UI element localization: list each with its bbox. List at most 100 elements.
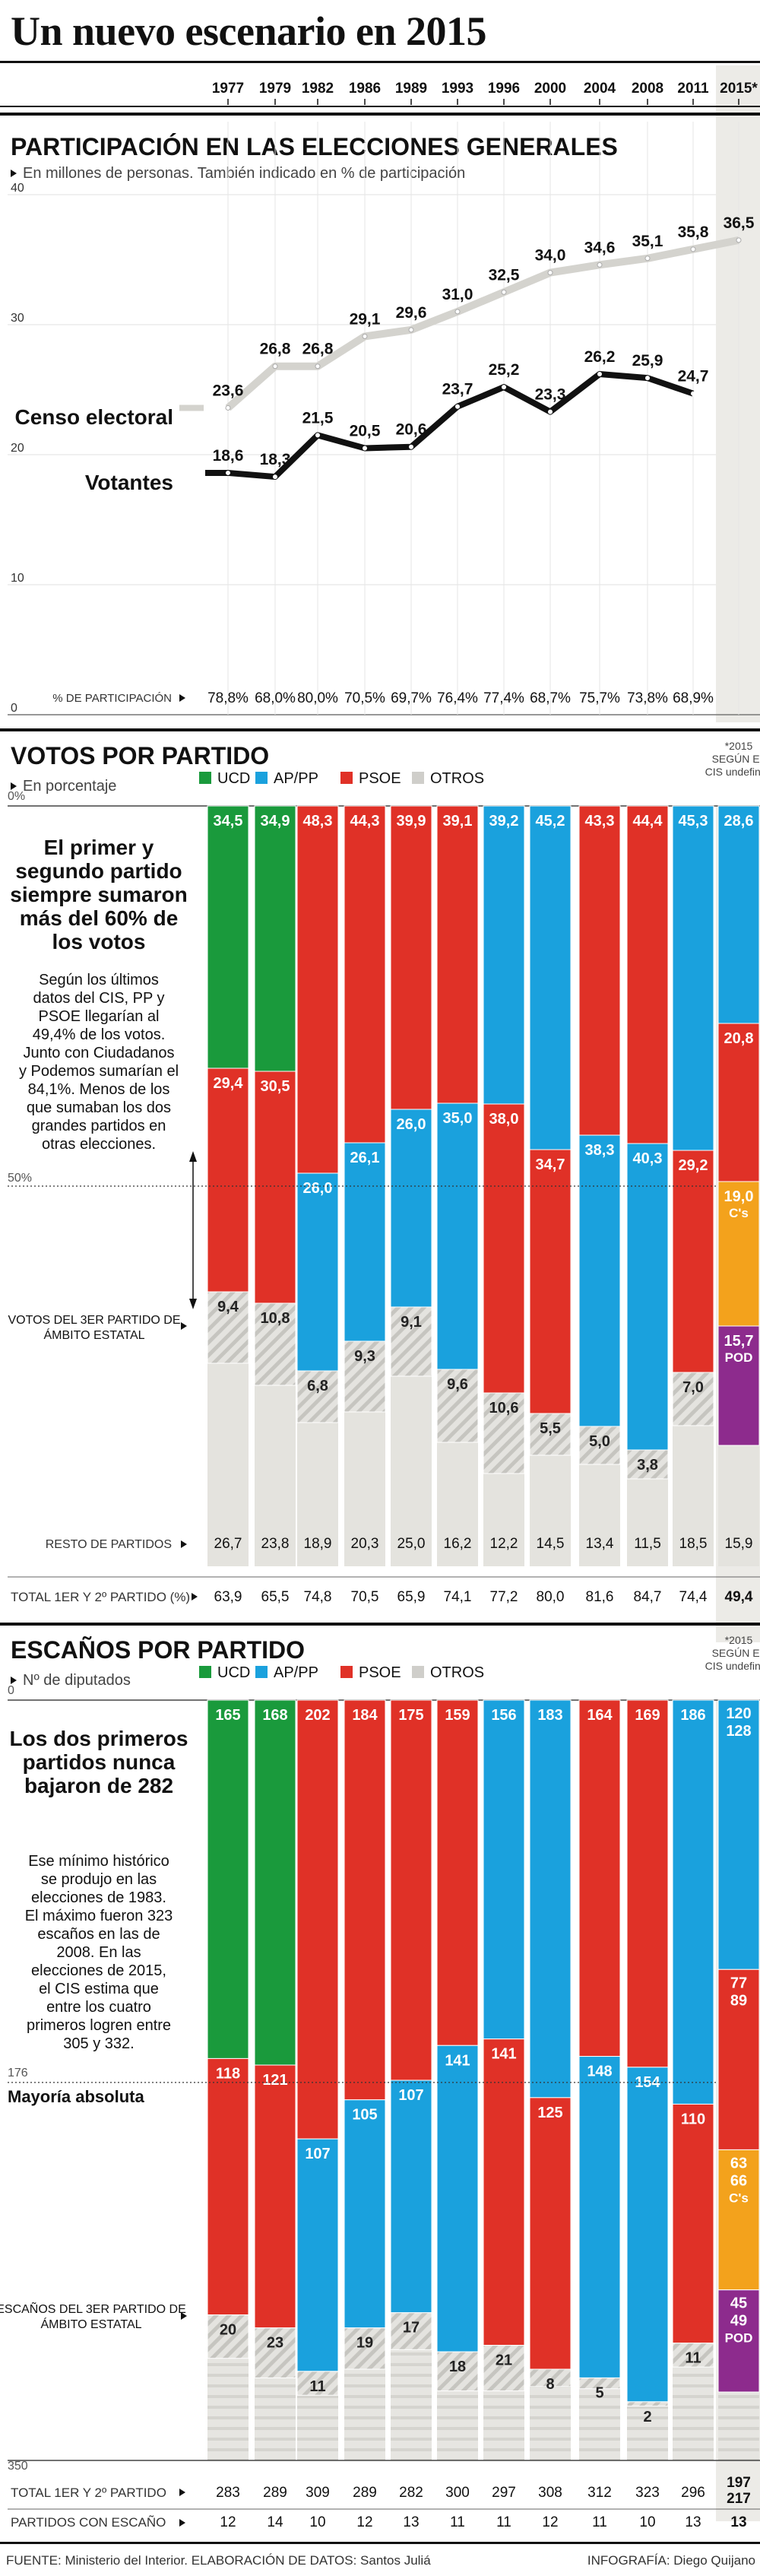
bar-value-label: 2 bbox=[643, 2409, 651, 2425]
bar-segment-pp bbox=[578, 2056, 621, 2378]
bar-segment-pp bbox=[672, 1699, 714, 2105]
bar-segment-psoe bbox=[436, 1699, 479, 2046]
participation-value: 78,8% bbox=[207, 690, 249, 706]
bar-value-label: 11 bbox=[685, 2350, 701, 2367]
bar-segment-third bbox=[207, 2314, 249, 2359]
bar-segment-third bbox=[578, 1426, 621, 1465]
votantes-value-label: 25,2 bbox=[489, 361, 520, 379]
section-divider bbox=[0, 1623, 760, 1626]
bar-value-label: 49 bbox=[730, 2313, 747, 2330]
total-value: 296 bbox=[681, 2485, 705, 2501]
censo-point bbox=[315, 363, 321, 370]
bar-segment-pp bbox=[626, 1143, 669, 1451]
bar-segment-third bbox=[529, 1413, 572, 1456]
bar-segment-psoe bbox=[626, 805, 669, 1144]
parties-value: 10 bbox=[639, 2514, 655, 2530]
participation-value: 75,7% bbox=[579, 690, 620, 706]
censo-value-label: 23,6 bbox=[213, 382, 244, 399]
bar-segment-pp bbox=[626, 2067, 669, 2403]
year-label: 1989 bbox=[395, 81, 427, 97]
bar-segment-ucd bbox=[254, 1699, 296, 2066]
bar-value-label: 118 bbox=[216, 2065, 240, 2082]
votantes-line bbox=[205, 370, 695, 481]
parties-value: 12 bbox=[542, 2514, 558, 2530]
rest-value: 14,5 bbox=[537, 1536, 565, 1552]
bar-value-label: 48,3 bbox=[303, 813, 333, 830]
bar-value-label: 39,9 bbox=[397, 813, 426, 830]
bullet-icon bbox=[179, 694, 185, 702]
parties-value: 11 bbox=[450, 2514, 465, 2530]
votantes-point bbox=[409, 444, 413, 449]
y-tick-label: 0 bbox=[11, 702, 17, 715]
bar-value-label: 183 bbox=[537, 1707, 562, 1724]
votantes-point bbox=[226, 470, 230, 475]
parties-value: 12 bbox=[220, 2514, 236, 2530]
total-value: 74,4 bbox=[679, 1589, 708, 1605]
bar-segment-pp bbox=[529, 805, 572, 1150]
censo-point bbox=[272, 363, 278, 370]
bar-value-label: 154 bbox=[635, 2074, 660, 2091]
rest-label: RESTO DE PARTIDOS bbox=[46, 1538, 172, 1551]
censo-value-label: 26,8 bbox=[260, 341, 291, 358]
bar-value-label: 34,9 bbox=[261, 813, 290, 830]
total-label: TOTAL 1ER Y 2º PARTIDO (%) bbox=[11, 1590, 190, 1604]
total-value: 323 bbox=[635, 2485, 660, 2501]
participation-value: 77,4% bbox=[483, 690, 524, 706]
bar-segment-pp bbox=[296, 1172, 339, 1372]
bar-value-label: 44,3 bbox=[350, 813, 380, 830]
censo-point bbox=[362, 333, 368, 339]
legend-swatch bbox=[412, 772, 424, 784]
bar-value-label: 18 bbox=[449, 2359, 466, 2375]
section-divider bbox=[0, 728, 760, 731]
legend-swatch bbox=[340, 772, 353, 784]
credit-note: INFOGRAFÍA: Diego Quijano bbox=[587, 2553, 755, 2568]
bar-segment-psoe bbox=[207, 1068, 249, 1293]
censo-point bbox=[501, 289, 507, 295]
bar-segment-psoe bbox=[578, 805, 621, 1136]
participation-value: 68,7% bbox=[530, 690, 571, 706]
bar-segment-cs bbox=[717, 2149, 760, 2291]
y-tick-label: 10 bbox=[11, 572, 24, 585]
parties-value: 11 bbox=[592, 2514, 607, 2530]
bar-value-label: 77 bbox=[730, 1975, 747, 1991]
participation-value: 68,0% bbox=[255, 690, 296, 706]
bar-segment-psoe bbox=[296, 805, 339, 1174]
bar-value-label: 9,1 bbox=[401, 1314, 422, 1331]
bar-segment-psoe bbox=[344, 805, 386, 1144]
bar-value-label: 30,5 bbox=[261, 1078, 290, 1095]
section-title: PARTICIPACIÓN EN LAS ELECCIONES GENERALE… bbox=[11, 133, 618, 160]
bar-segment-psoe bbox=[207, 2057, 249, 2316]
bar-segment-third bbox=[436, 1369, 479, 1443]
bar-value-label: 34,5 bbox=[214, 813, 243, 830]
votantes-series-label: Votantes bbox=[85, 471, 173, 494]
total-value: 49,4 bbox=[725, 1589, 753, 1605]
votantes-point bbox=[548, 409, 553, 414]
bar-segment-psoe bbox=[717, 1968, 760, 2150]
bar-value-label: 19,0 bbox=[724, 1188, 754, 1205]
bar-segment-third bbox=[254, 1302, 296, 1386]
censo-point bbox=[408, 327, 414, 333]
bar-value-label: 165 bbox=[215, 1707, 240, 1724]
bar-segment-third bbox=[672, 1372, 714, 1426]
bar-segment-third bbox=[207, 1291, 249, 1364]
votantes-value-label: 20,5 bbox=[350, 422, 381, 439]
bar-value-label: 5,0 bbox=[589, 1433, 610, 1450]
total-value: 297 bbox=[492, 2485, 516, 2501]
votantes-point bbox=[691, 391, 695, 396]
bar-value-label: 125 bbox=[537, 2105, 562, 2121]
votantes-point bbox=[502, 385, 506, 390]
third-party-label: ESCAÑOS DEL 3ER PARTIDO DE ÁMBITO ESTATAL bbox=[0, 2301, 186, 2331]
total-value: 283 bbox=[216, 2485, 240, 2501]
censo-value-label: 35,8 bbox=[678, 224, 709, 241]
bar-value-label: 186 bbox=[680, 1707, 705, 1724]
bar-segment-third bbox=[529, 2368, 572, 2387]
bar-value-label: 38,3 bbox=[585, 1142, 615, 1159]
bar-value-label: 23 bbox=[267, 2335, 283, 2352]
total-value: 312 bbox=[587, 2485, 612, 2501]
bar-value-label: 44,4 bbox=[633, 813, 663, 830]
bar-segment-third bbox=[436, 2351, 479, 2392]
callout-title: El primer y segundo partido siempre sumaro… bbox=[10, 836, 187, 953]
bar-segment-third bbox=[626, 2401, 669, 2407]
bar-segment-psoe bbox=[254, 1071, 296, 1304]
